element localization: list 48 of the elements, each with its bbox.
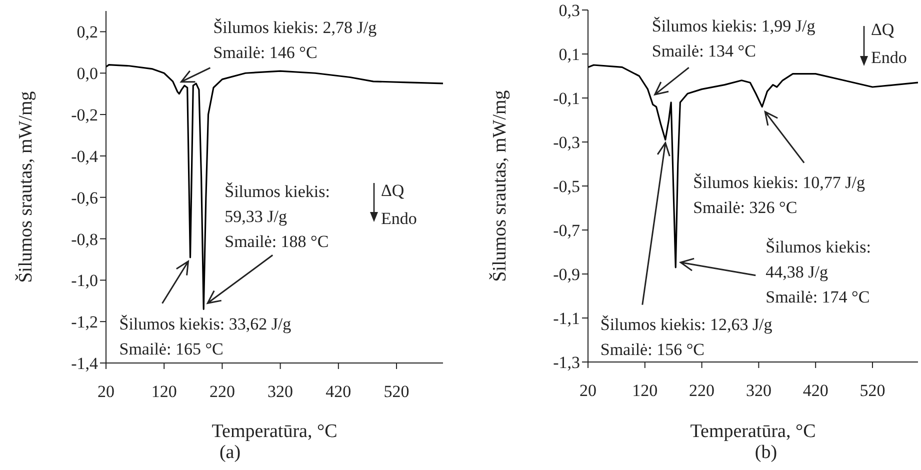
y-tick-label: 0,2 xyxy=(76,22,98,42)
x-tick-label: 120 xyxy=(632,381,658,400)
x-tick-label: 420 xyxy=(802,381,828,400)
x-tick-label: 120 xyxy=(151,382,177,402)
y-tick-label: -1,3 xyxy=(553,353,580,372)
x-tick-label: 520 xyxy=(384,382,410,402)
x-tick-label: 20 xyxy=(580,381,596,400)
annotation: Šilumos kiekis: 59,33 J/g Smailė: 188 °C xyxy=(224,182,330,252)
y-tick-label: -0,2 xyxy=(71,106,98,125)
annotation: ΔQ xyxy=(871,20,894,39)
x-tick-label: 220 xyxy=(689,381,715,400)
y-tick-label: -0,9 xyxy=(553,265,580,284)
text: (b) xyxy=(754,442,778,463)
x-tick-label: 20 xyxy=(98,382,114,402)
x-axis-title: Temperatūra, °C xyxy=(690,421,816,442)
line-series xyxy=(106,64,443,310)
x-tick-label: 320 xyxy=(268,382,294,402)
x-axis-title: Temperatūra, °C xyxy=(212,421,338,442)
annotation: Šilumos kiekis: 12,63 J/g Smailė: 156 °C xyxy=(600,314,773,359)
y-tick-label: -0,7 xyxy=(553,221,580,240)
x-tick-label: 420 xyxy=(326,382,352,402)
y-axis-title: Šilumos srautas, mW/mg xyxy=(14,90,36,283)
x-tick-label: 520 xyxy=(860,381,886,400)
annotation: Endo xyxy=(381,209,417,228)
y-tick-label: -0,4 xyxy=(71,146,98,166)
annotation: Šilumos kiekis: 33,62 J/g Smailė: 165 °C xyxy=(119,314,292,358)
x-tick-label: 220 xyxy=(209,382,235,402)
y-tick-label: -0,1 xyxy=(553,89,580,108)
annotation: ΔQ xyxy=(381,181,404,200)
y-tick-label: -0,8 xyxy=(71,230,98,249)
y-tick-label: -0,5 xyxy=(553,177,580,196)
annotation: Šilumos kiekis: 44,38 J/g Smailė: 174 °C xyxy=(766,237,871,306)
x-tick-label: 320 xyxy=(746,381,772,400)
annotation: Šilumos kiekis: 2,78 J/g Smailė: 146 °C xyxy=(213,18,378,62)
y-tick-label: 0,1 xyxy=(558,45,580,64)
y-tick-label: -1,2 xyxy=(71,312,98,332)
y-axis-title: Šilumos srautas, mW/mg xyxy=(488,90,510,282)
annotation: Šilumos kiekis: 10,77 J/g Smailė: 326 °C xyxy=(693,172,866,217)
y-tick-label: -0,3 xyxy=(553,133,580,152)
annotation: Endo xyxy=(871,48,907,67)
y-tick-label: -1,0 xyxy=(71,271,98,290)
y-tick-label: -0,6 xyxy=(71,188,98,208)
y-tick-label: -1,1 xyxy=(553,309,580,328)
text: (a) xyxy=(219,442,241,463)
annotation: Šilumos kiekis: 1,99 J/g Smailė: 134 °C xyxy=(652,16,816,61)
y-tick-label: 0,0 xyxy=(76,64,98,84)
y-tick-label: 0,3 xyxy=(558,1,580,20)
y-tick-label: -1,4 xyxy=(71,354,98,374)
